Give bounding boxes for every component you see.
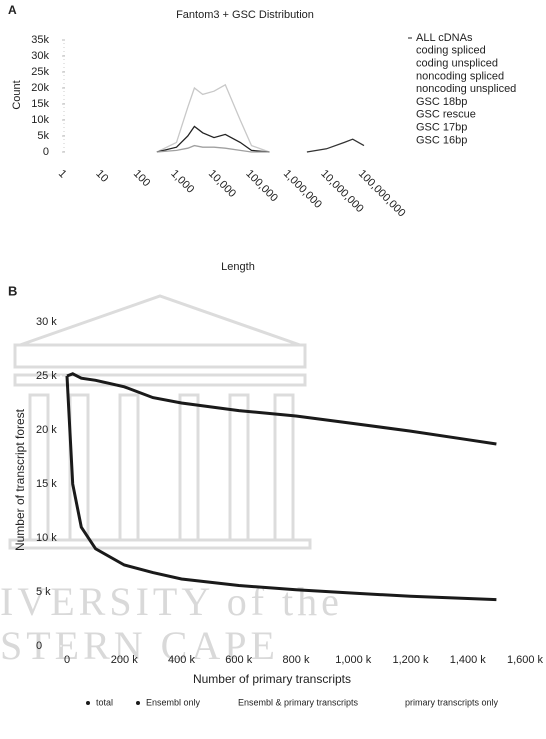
panel-label: B [8,283,17,298]
y-tick-label: 10k [31,114,49,126]
panel-label: A [8,3,17,17]
data-line [156,83,270,153]
x-tick-label: 1,200 k [392,654,429,666]
y-tick-label: 10 k [36,532,57,544]
y-tick-label: 0 [36,640,42,652]
legend-entry: primary transcripts only [405,697,499,707]
x-tick-label: 600 k [225,654,252,666]
data-line [66,372,497,446]
y-tick-label: 20k [31,82,49,94]
x-tick-label: 1,600 k [507,654,544,666]
x-tick-label: 400 k [168,654,195,666]
legend-entry: Ensembl only [146,697,201,707]
x-tick-label: 1 [56,168,69,181]
y-tick-label: 30k [31,50,49,62]
legend-entry: GSC 16bp [416,134,467,146]
x-tick-label: 800 k [283,654,310,666]
data-line [156,125,270,153]
watermark: STERN CAPE [0,623,279,668]
y-tick-label: 30 k [36,316,57,328]
chart-title: Fantom3 + GSC Distribution [176,9,314,21]
y-tick-label: 35k [31,34,49,46]
y-tick-label: 5 k [36,586,51,598]
legend-entry: noncoding spliced [416,70,504,82]
legend-entry: Ensembl & primary transcripts [238,697,359,707]
legend-entry: GSC rescue [416,109,476,121]
y-tick-label: 25 k [36,370,57,382]
legend-entry: noncoding unspliced [416,83,516,95]
x-tick-label: 1,000,000 [281,168,324,211]
x-axis-label: Length [221,261,255,273]
legend-entry: total [96,697,113,707]
x-tick-label: 10,000 [206,168,238,200]
legend-marker [86,701,90,705]
watermark: IVERSITY of the [0,579,343,624]
x-tick-label: 1,000 [168,168,196,196]
y-tick-label: 15k [31,98,49,110]
legend-entry: coding spliced [416,45,486,57]
data-line [65,375,497,602]
y-tick-label: 0 [43,146,49,158]
legend-entry: coding unspliced [416,58,498,70]
y-tick-label: 20 k [36,424,57,436]
legend-entry: GSC 17bp [416,122,467,134]
x-tick-label: 10 [93,168,110,185]
x-tick-label: 0 [64,654,70,666]
y-axis-label: Count [11,80,23,109]
legend-marker [136,701,140,705]
data-line [156,144,270,153]
legend-entry: ALL cDNAs [416,32,473,44]
y-axis-label: Number of transcript forest [13,408,27,551]
watermark-building [8,294,312,550]
x-axis-label: Number of primary transcripts [193,672,351,686]
y-tick-label: 25k [31,66,49,78]
x-tick-label: 200 k [111,654,138,666]
y-tick-label: 5k [37,130,49,142]
legend-entry: GSC 18bp [416,96,467,108]
x-tick-label: 100,000 [243,168,280,205]
x-tick-label: 100 [131,168,152,189]
x-tick-label: 1,400 k [450,654,487,666]
y-tick-label: 15 k [36,478,57,490]
x-tick-label: 1,000 k [335,654,372,666]
data-line [306,138,365,153]
x-tick-label: 100,000,000 [356,168,408,220]
